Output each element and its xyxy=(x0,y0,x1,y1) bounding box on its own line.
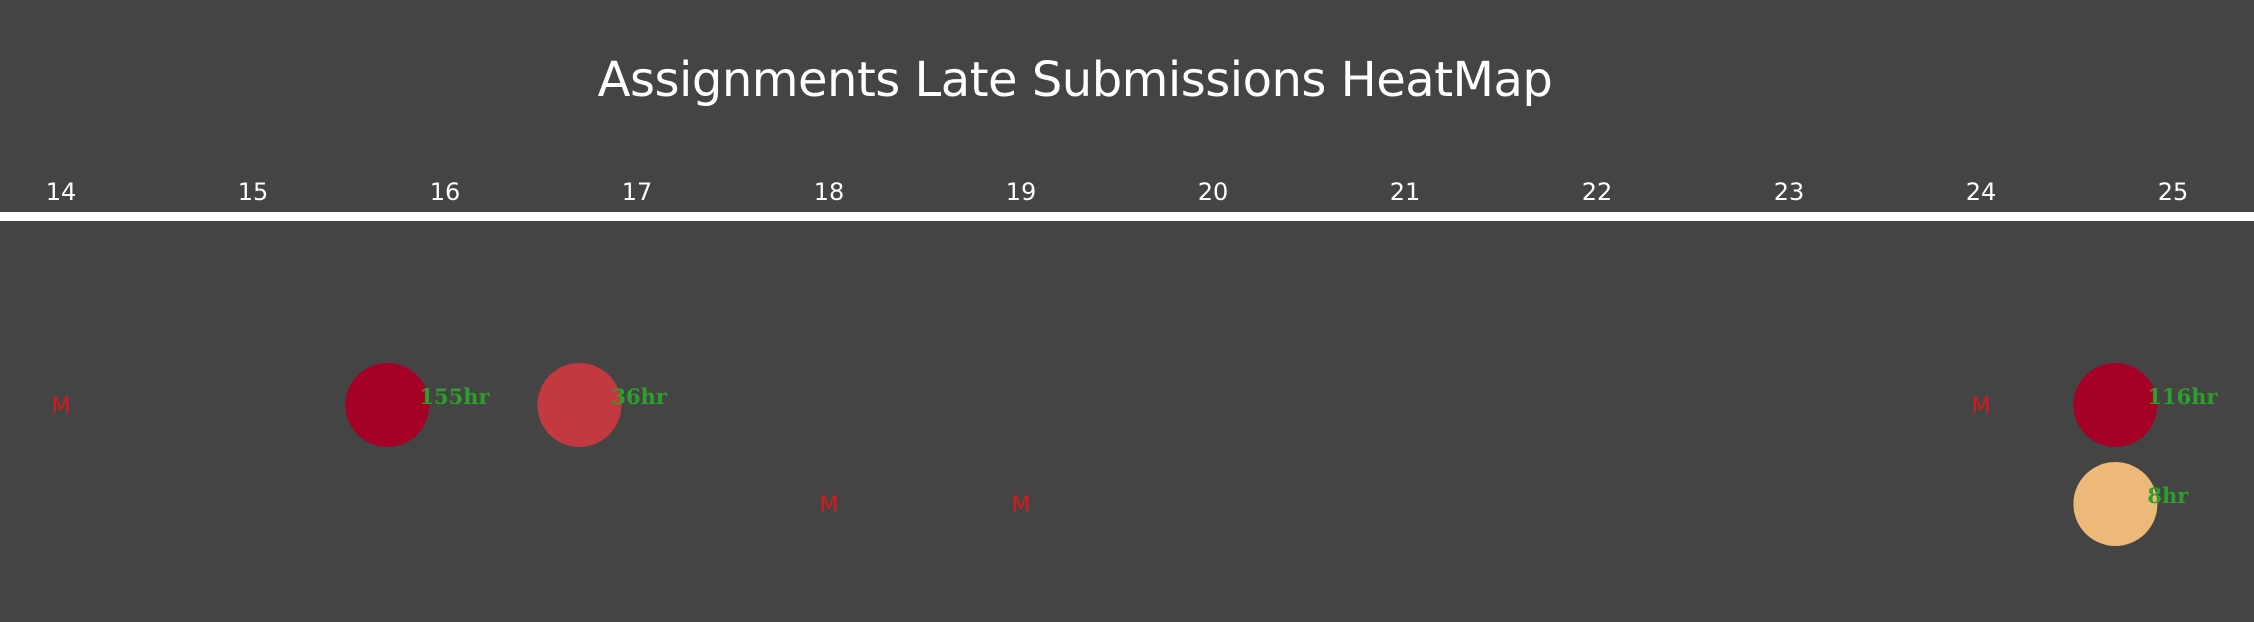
heat-circle xyxy=(2073,462,2158,546)
x-tick-label: 14 xyxy=(46,178,77,206)
heat-circle xyxy=(537,363,622,447)
value-label: 155hr xyxy=(419,384,490,409)
x-tick-label: 25 xyxy=(2158,178,2189,206)
x-tick-label: 19 xyxy=(1006,178,1037,206)
value-label: 36hr xyxy=(611,384,667,409)
x-tick-label: 18 xyxy=(814,178,845,206)
x-tick-label: 15 xyxy=(238,178,269,206)
x-tick-label: 23 xyxy=(1774,178,1805,206)
missing-marker: M xyxy=(820,493,839,518)
missing-marker: M xyxy=(1012,493,1031,518)
missing-marker: M xyxy=(1972,394,1991,419)
chart-title: Assignments Late Submissions HeatMap xyxy=(597,52,1553,108)
heat-circle xyxy=(345,363,430,447)
heatmap-marks: M M M M 155hr 36hr 116hr 8hr xyxy=(52,363,2219,546)
value-label: 8hr xyxy=(2147,483,2189,508)
x-axis-ticks: 14 15 16 17 18 19 20 21 22 23 24 25 xyxy=(46,178,2189,206)
missing-marker: M xyxy=(52,394,71,419)
x-tick-label: 21 xyxy=(1390,178,1421,206)
axis-band xyxy=(0,212,2254,221)
heat-circle xyxy=(2073,363,2158,447)
x-tick-label: 17 xyxy=(622,178,653,206)
x-tick-label: 22 xyxy=(1582,178,1613,206)
x-tick-label: 16 xyxy=(430,178,461,206)
x-tick-label: 24 xyxy=(1966,178,1997,206)
value-label: 116hr xyxy=(2147,384,2218,409)
x-tick-label: 20 xyxy=(1198,178,1229,206)
